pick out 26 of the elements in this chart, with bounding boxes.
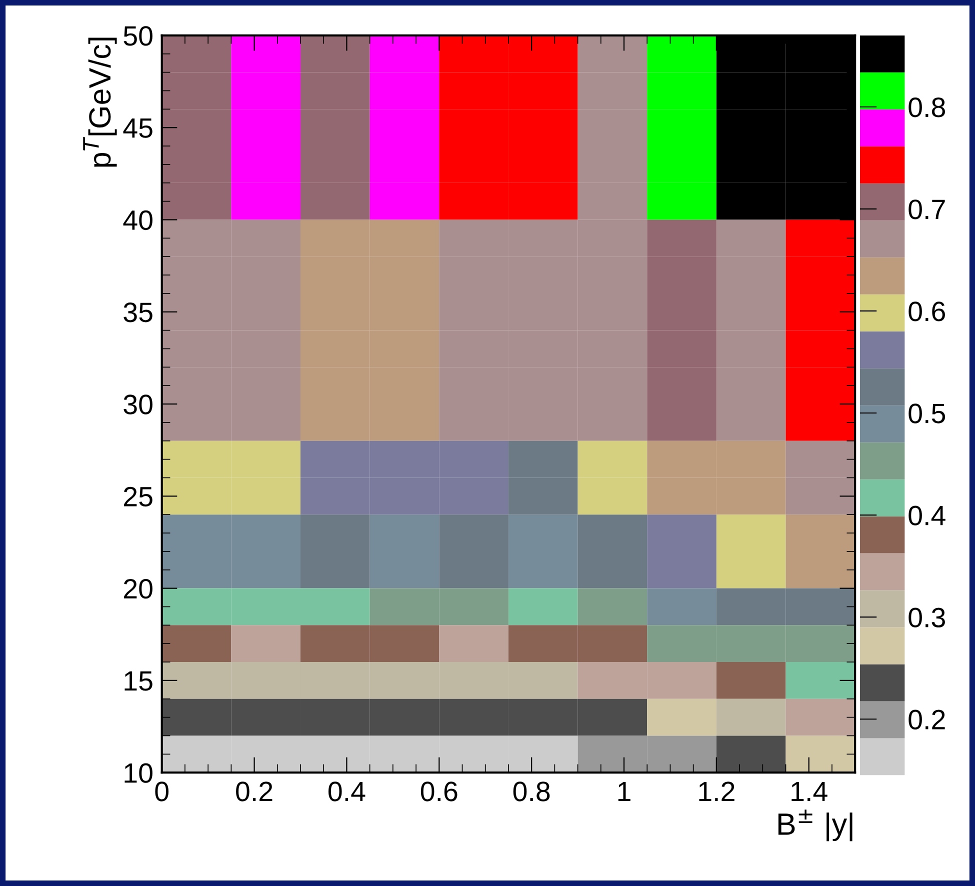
color-bar-label: 0.6 [908, 302, 945, 322]
y-axis-title: p$^{T}$[GeV/c] [83, 38, 117, 167]
x-axis-title: B$^{±}$ |y| [778, 810, 852, 842]
y-tick-label: 15 [124, 671, 152, 691]
x-tick-label: 0.2 [236, 782, 272, 802]
y-tick-label: 50 [124, 26, 152, 46]
x-tick-label: 1.2 [699, 782, 734, 802]
x-tick-label: 1.4 [792, 782, 828, 802]
color-bar-label: 0.4 [908, 506, 946, 526]
color-bar-label: 0.8 [908, 98, 945, 118]
y-tick-label: 30 [124, 394, 152, 414]
color-bar-label: 0.7 [908, 200, 945, 220]
color-bar-label: 0.3 [908, 608, 945, 628]
y-tick-label: 10 [124, 763, 152, 783]
y-tick-label: 20 [124, 578, 152, 599]
y-tick-label: 45 [123, 118, 152, 138]
color-bar-label: 0.5 [908, 404, 946, 424]
y-tick-label: 25 [124, 486, 152, 506]
x-tick-label: 0.4 [328, 782, 366, 802]
x-tick-label: 1 [618, 782, 630, 802]
y-tick-label: 40 [123, 210, 152, 230]
x-tick-label: 0.6 [420, 782, 458, 802]
x-tick-label: 0.8 [513, 782, 550, 802]
y-tick-label: 35 [124, 302, 152, 322]
color-bar-label: 0.2 [908, 710, 945, 730]
x-tick-label: 0 [155, 782, 168, 802]
